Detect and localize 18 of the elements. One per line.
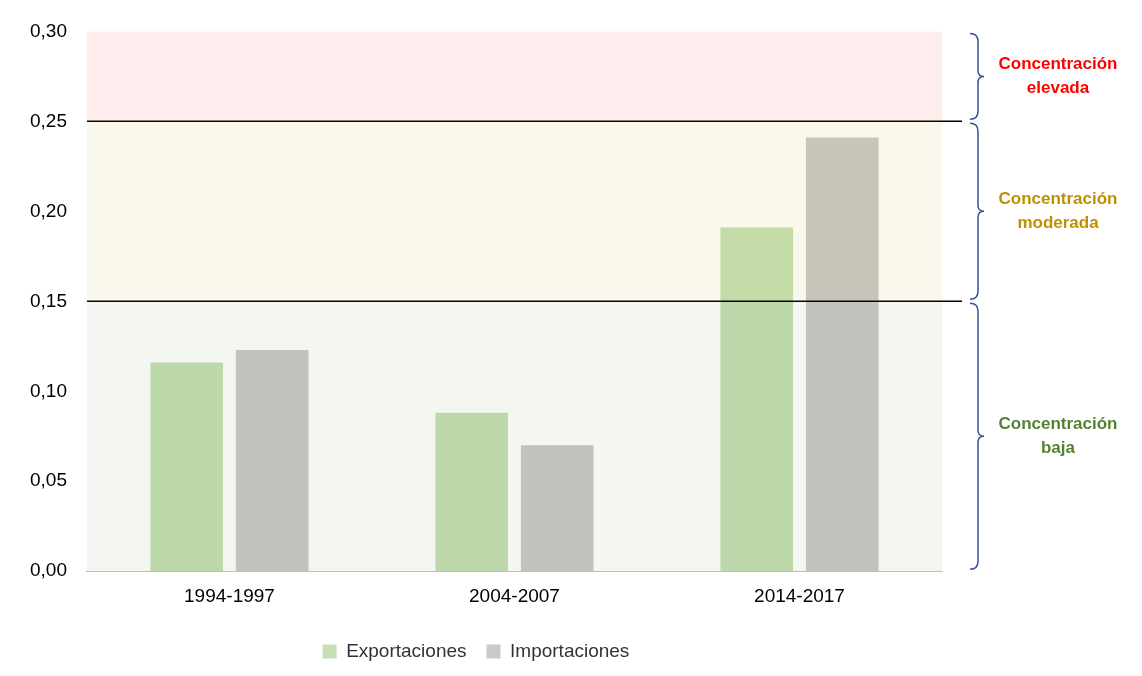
bar: [150, 362, 224, 572]
bar: [720, 227, 794, 572]
y-tick-label: 0,15: [30, 289, 67, 311]
legend-label: Exportaciones: [346, 639, 467, 661]
x-tick-label: 2004-2007: [469, 584, 560, 606]
y-tick-label: 0,20: [30, 199, 67, 221]
bar: [435, 412, 509, 572]
y-tick-label: 0,30: [30, 19, 67, 41]
y-tick-label: 0,00: [30, 559, 67, 581]
y-tick-label: 0,05: [30, 469, 67, 491]
x-tick-label: 2014-2017: [754, 584, 845, 606]
band-label: Concentración elevada: [998, 54, 1118, 98]
band-label: Concentración moderada: [998, 189, 1118, 233]
y-tick-label: 0,25: [30, 109, 67, 131]
legend-label: Importaciones: [510, 639, 630, 661]
band-label: Concentración baja: [998, 413, 1118, 457]
x-tick-label: 1994-1997: [184, 584, 275, 606]
y-tick-label: 0,10: [30, 379, 67, 401]
